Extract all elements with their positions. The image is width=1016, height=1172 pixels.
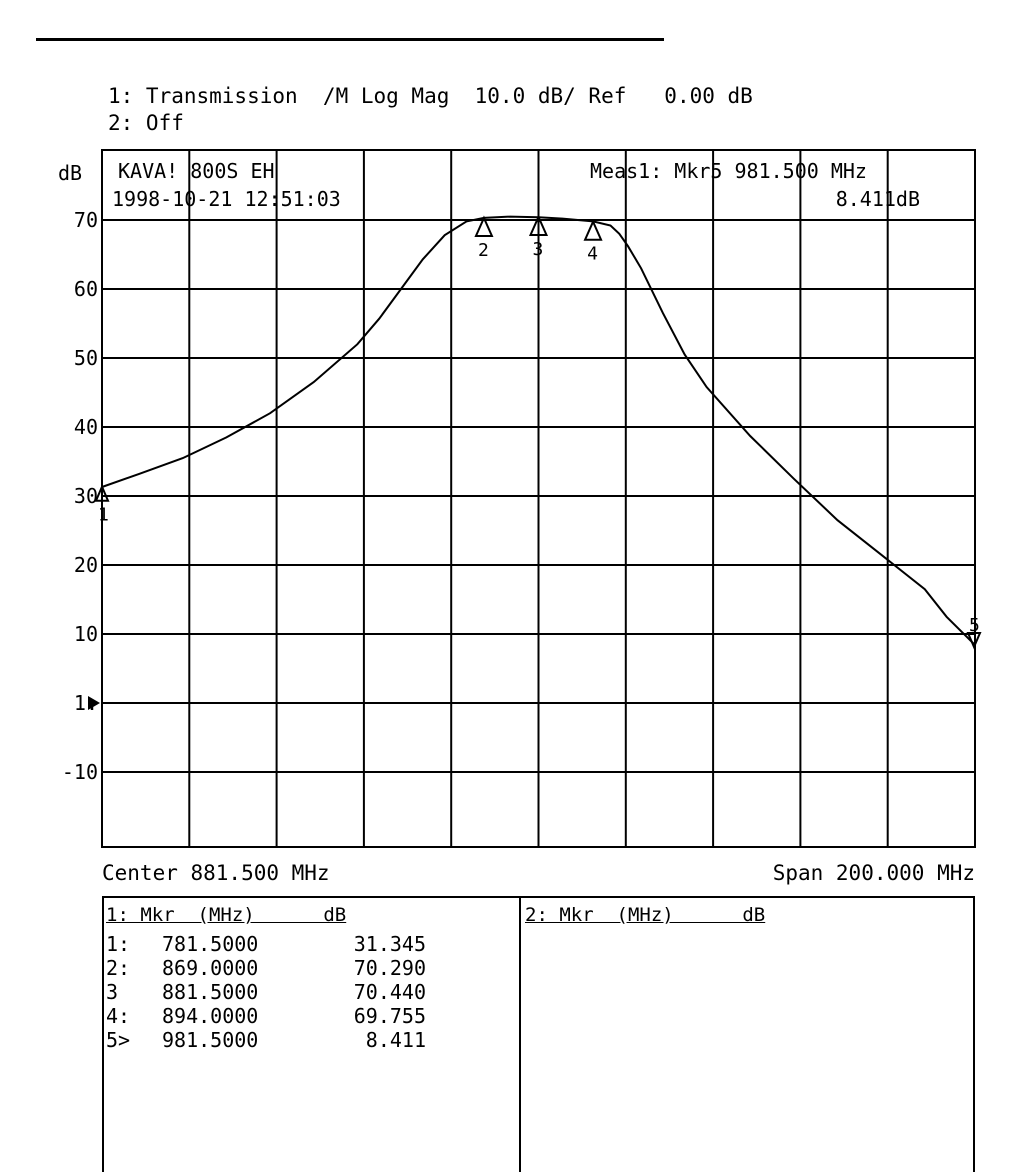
center-label: Center 881.500 MHz	[102, 861, 330, 885]
row-index: 5>	[106, 1028, 131, 1052]
y-tick-label: 60	[74, 277, 98, 301]
marker-5: 5	[966, 615, 982, 650]
table-divider	[519, 898, 521, 1172]
y-tick-label: 50	[74, 346, 98, 370]
svg-text:1: 1	[98, 505, 109, 526]
trace2-header: 2: Off	[108, 111, 184, 135]
row-db: 31.345	[353, 932, 426, 956]
row-db: 69.755	[353, 1004, 426, 1028]
y-tick-label: 30	[74, 484, 98, 508]
marker-1: 1	[94, 484, 110, 526]
row-frequency: 869.0000	[162, 956, 259, 980]
left-table-header: 1: Mkr (MHz) dB	[106, 904, 347, 926]
info-left-line2: 1998-10-21 12:51:03	[112, 187, 341, 211]
trace1-header: 1: Transmission /M Log Mag 10.0 dB/ Ref …	[108, 84, 753, 108]
info-right-line1: Meas1: Mkr5 981.500 MHz	[590, 159, 867, 183]
row-db: 70.290	[353, 956, 426, 980]
bottom-labels: Center 881.500 MHz Span 200.000 MHz	[102, 861, 975, 885]
marker-2: 2	[474, 215, 494, 261]
right-table-header: 2: Mkr (MHz) dB	[525, 904, 766, 926]
marker-table: 1: Mkr (MHz) dB 2: Mkr (MHz) dB 1: 781.50…	[102, 896, 975, 1172]
trace-line	[101, 215, 976, 646]
row-db: 8.411	[365, 1028, 426, 1052]
svg-text:5: 5	[969, 615, 980, 636]
marker-3: 3	[528, 214, 549, 260]
row-index: 1:	[106, 932, 131, 956]
markers: 1 2 3 4 5	[94, 214, 982, 650]
row-frequency: 894.0000	[162, 1004, 259, 1028]
y-tick-label: 20	[74, 553, 98, 577]
row-frequency: 781.5000	[162, 932, 259, 956]
y-tick-label: 10	[74, 622, 98, 646]
row-frequency: 981.5000	[162, 1028, 259, 1052]
svg-text:3: 3	[533, 239, 544, 260]
y-tick-label: 70	[74, 208, 98, 232]
row-frequency: 881.5000	[162, 980, 259, 1004]
row-db: 70.440	[353, 980, 426, 1004]
reference-arrow	[88, 696, 100, 710]
top-rule	[36, 38, 664, 41]
svg-text:2: 2	[478, 240, 489, 261]
info-right-line2: 8.411dB	[836, 187, 920, 211]
y-tick-label: -10	[62, 760, 98, 784]
span-label: Span 200.000 MHz	[773, 861, 975, 885]
info-text: KAVA! 800S EH 1998-10-21 12:51:03 Meas1: M…	[112, 159, 920, 211]
svg-text:4: 4	[587, 244, 598, 265]
marker-4: 4	[583, 219, 603, 265]
row-index: 4:	[106, 1004, 131, 1028]
info-left-line1: KAVA! 800S EH	[118, 159, 275, 183]
row-index: 3	[106, 980, 119, 1004]
y-axis-label: dB	[58, 161, 82, 185]
grid	[102, 150, 975, 847]
y-tick-label: 40	[74, 415, 98, 439]
row-index: 2:	[106, 956, 131, 980]
